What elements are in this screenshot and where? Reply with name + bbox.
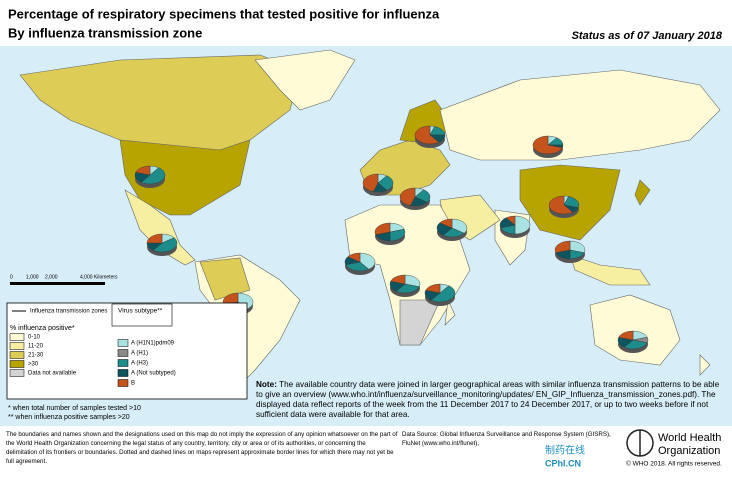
pie-slice	[430, 285, 456, 303]
data-source: Data Source: Global Influenza Surveillan…	[402, 431, 611, 447]
pie-slice	[425, 283, 441, 294]
watermark-cn: 制药在线	[545, 444, 585, 457]
subtype-label: A (Not subtyped)	[131, 371, 176, 377]
positive-label: Data not available	[28, 371, 77, 377]
positive-label: >30	[28, 362, 39, 368]
greenland	[254, 49, 356, 111]
subtype-title: Virus subtype**	[118, 308, 163, 315]
pie-slice	[359, 252, 376, 270]
subtype-label: A (H3)	[131, 361, 148, 367]
pie-slice	[135, 165, 151, 176]
scale-label: 2,000	[45, 274, 58, 280]
scale-label: 4,000 Kilometers	[80, 274, 118, 280]
scale-bar: 0 1,000 2,000 4,000 Kilometers	[10, 274, 118, 285]
positive-label: 21-30	[28, 353, 44, 359]
pie-slice	[532, 135, 563, 155]
who-name: World Health	[658, 432, 721, 444]
subtype-swatch	[117, 339, 129, 347]
pie-slice	[146, 233, 163, 244]
pie-slice	[390, 274, 406, 285]
zones-label: Influenza transmission zones	[30, 309, 107, 315]
subtype-label: A (H1)	[131, 351, 148, 357]
who-name: Organization	[658, 445, 720, 457]
subtype-swatch	[117, 379, 129, 387]
pie-slice	[514, 215, 531, 235]
pie-slice	[377, 175, 394, 191]
pie-slice	[152, 237, 178, 253]
madagascar	[444, 298, 456, 326]
australia	[589, 294, 681, 366]
pies	[134, 125, 649, 353]
pie-slice	[347, 252, 361, 263]
usa	[119, 139, 251, 216]
legend: Influenza transmission zones Virus subty…	[6, 302, 248, 400]
new-zealand	[699, 354, 711, 376]
header-bg	[0, 0, 732, 46]
pie-slice	[623, 339, 648, 350]
russia	[439, 69, 721, 161]
pie-slice	[395, 283, 420, 294]
pie-slice	[505, 215, 516, 226]
subtype-box	[111, 303, 173, 327]
positive-label: 0-10	[28, 335, 41, 341]
southeast-asia	[569, 254, 651, 286]
disclaimer: The boundaries and names shown and the d…	[6, 431, 398, 465]
scale-label: 1,000	[26, 274, 39, 280]
positive-swatch	[9, 360, 25, 368]
pie-slice	[439, 218, 453, 229]
copyright: © WHO 2018. All rights reserved.	[626, 460, 722, 468]
status: Status as of 07 January 2018	[572, 30, 723, 42]
note: Note: The available country data were jo…	[256, 380, 722, 420]
scale-bar-line	[10, 282, 105, 285]
footnote: * when total number of samples tested >1…	[8, 405, 141, 412]
central-america	[124, 189, 196, 266]
title: Percentage of respiratory specimens that…	[8, 6, 440, 21]
pie-slice	[374, 222, 391, 236]
pie-slice	[140, 167, 166, 185]
subtype-label: B	[131, 381, 135, 387]
who-logo: World Health Organization © WHO 2018. Al…	[626, 429, 722, 468]
pie-slice	[399, 187, 416, 206]
subtype-label: A (H1N1)pdm09	[131, 341, 175, 347]
pie-slice	[345, 261, 370, 272]
positive-swatch	[9, 342, 25, 350]
andes	[199, 257, 251, 301]
scale-label: 0	[10, 274, 13, 280]
footnote: ** when influenza positive samples >20	[8, 414, 130, 421]
pie-slice	[554, 240, 571, 254]
pie-slice	[569, 240, 586, 254]
pie-slice	[618, 330, 634, 341]
watermark-en: CPhI.CN	[545, 458, 581, 468]
positive-swatch	[9, 333, 25, 341]
pie-slice	[389, 228, 406, 242]
subtype-swatch	[117, 369, 129, 377]
pie-slice	[237, 292, 254, 310]
japan	[634, 179, 651, 206]
pie-slice	[404, 274, 421, 288]
positive-swatch	[9, 369, 25, 377]
pie-slice	[548, 195, 574, 215]
positive-swatch	[9, 351, 25, 359]
note-text: The available country data were joined i…	[256, 380, 720, 419]
pie-slice	[414, 125, 440, 145]
pie-slice	[451, 218, 468, 234]
positive-title: % influenza positive*	[10, 325, 75, 332]
pie-slice	[362, 173, 379, 192]
subtype-swatch	[117, 359, 129, 367]
title: By influenza transmission zone	[8, 25, 202, 40]
subtype-swatch	[117, 349, 129, 357]
positive-label: 11-20	[28, 344, 44, 350]
note-label: Note:	[256, 380, 277, 389]
